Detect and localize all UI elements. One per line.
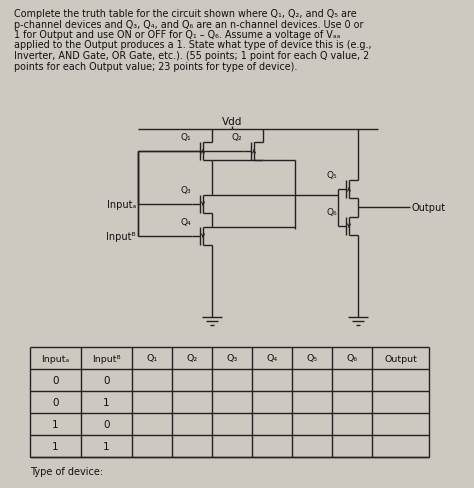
Text: 0: 0 bbox=[103, 419, 110, 429]
Text: applied to the Output produces a 1. State what type of device this is (e.g.,: applied to the Output produces a 1. Stat… bbox=[14, 41, 372, 50]
Text: Q₃: Q₃ bbox=[227, 354, 237, 363]
Text: 1: 1 bbox=[52, 441, 59, 451]
Text: Q₄: Q₄ bbox=[181, 218, 191, 226]
Text: Q₅: Q₅ bbox=[306, 354, 318, 363]
Text: 0: 0 bbox=[52, 397, 59, 407]
Text: 1: 1 bbox=[103, 397, 110, 407]
Text: Vdd: Vdd bbox=[222, 117, 242, 127]
Text: 1: 1 bbox=[52, 419, 59, 429]
Text: 1 for Output and use ON or OFF for Q₁ – Q₆. Assume a voltage of Vₐₐ: 1 for Output and use ON or OFF for Q₁ – … bbox=[14, 30, 340, 40]
Text: Q₂: Q₂ bbox=[186, 354, 198, 363]
Text: Inputᴮ: Inputᴮ bbox=[106, 231, 136, 242]
Text: Inverter, AND Gate, OR Gate, etc.). (55 points; 1 point for each Q value, 2: Inverter, AND Gate, OR Gate, etc.). (55 … bbox=[14, 51, 369, 61]
Text: 0: 0 bbox=[52, 375, 59, 385]
Text: points for each Output value; 23 points for type of device).: points for each Output value; 23 points … bbox=[14, 61, 297, 71]
Text: Q₁: Q₁ bbox=[146, 354, 157, 363]
Text: 0: 0 bbox=[103, 375, 110, 385]
Text: Q₁: Q₁ bbox=[181, 133, 191, 142]
Text: Output: Output bbox=[384, 354, 417, 363]
Text: p-channel devices and Q₃, Q₄, and Q₆ are an n-channel devices. Use 0 or: p-channel devices and Q₃, Q₄, and Q₆ are… bbox=[14, 20, 364, 29]
Text: Inputₐ: Inputₐ bbox=[107, 200, 136, 209]
Text: Output: Output bbox=[412, 203, 446, 213]
Text: Inputᴮ: Inputᴮ bbox=[92, 354, 121, 363]
Text: 1: 1 bbox=[103, 441, 110, 451]
Text: Q₃: Q₃ bbox=[181, 185, 191, 195]
Text: Inputₐ: Inputₐ bbox=[41, 354, 70, 363]
Text: Q₅: Q₅ bbox=[327, 171, 337, 180]
Text: Q₆: Q₆ bbox=[346, 354, 357, 363]
Text: Q₆: Q₆ bbox=[327, 207, 337, 217]
Text: Q₄: Q₄ bbox=[266, 354, 278, 363]
Text: Type of device:: Type of device: bbox=[30, 466, 103, 476]
Text: Complete the truth table for the circuit shown where Q₁, Q₂, and Q₅ are: Complete the truth table for the circuit… bbox=[14, 9, 356, 19]
Text: Q₂: Q₂ bbox=[231, 133, 242, 142]
